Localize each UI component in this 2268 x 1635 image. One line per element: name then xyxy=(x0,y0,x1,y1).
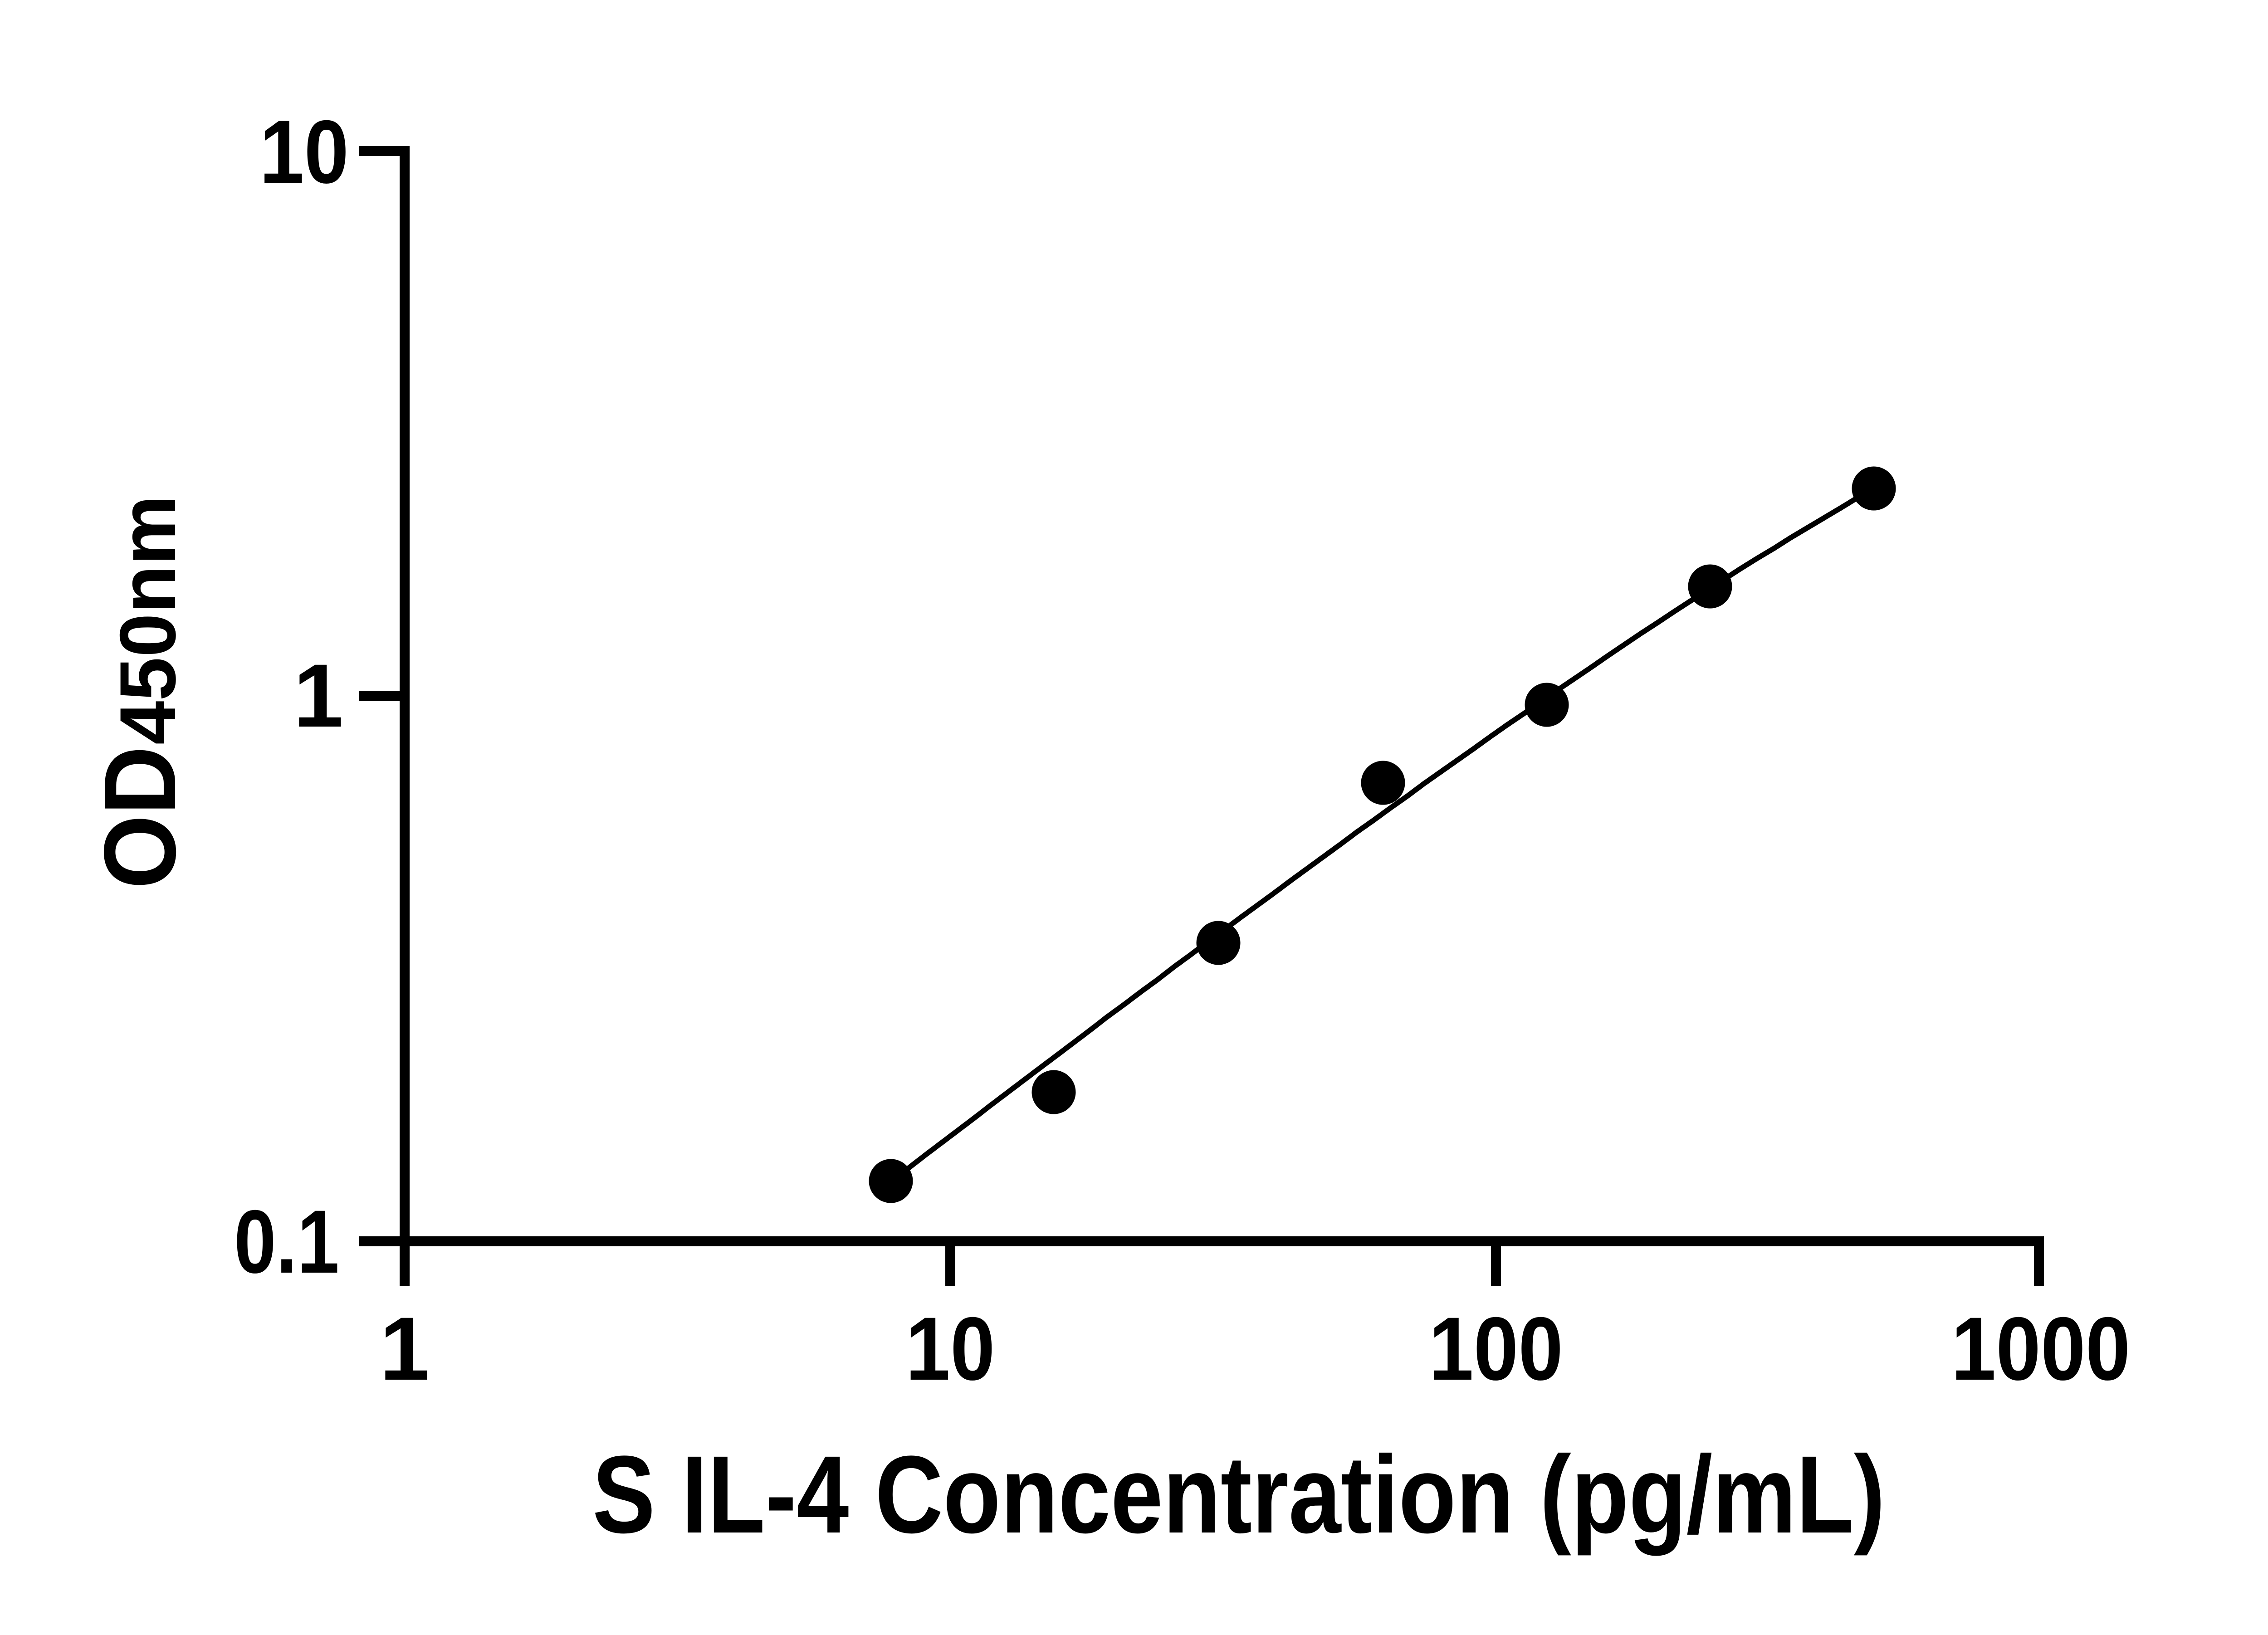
svg-text:0.1: 0.1 xyxy=(234,1191,339,1292)
svg-text:100: 100 xyxy=(1429,1298,1563,1399)
svg-text:10: 10 xyxy=(906,1298,995,1399)
svg-text:S IL-4 Concentration (pg/mL): S IL-4 Concentration (pg/mL) xyxy=(592,1433,1885,1556)
svg-text:1: 1 xyxy=(380,1298,430,1399)
svg-text:450nm: 450nm xyxy=(104,495,192,745)
svg-text:OD: OD xyxy=(83,746,197,889)
svg-text:1000: 1000 xyxy=(1951,1298,2131,1399)
svg-text:1: 1 xyxy=(293,645,343,746)
svg-text:10: 10 xyxy=(259,102,349,202)
